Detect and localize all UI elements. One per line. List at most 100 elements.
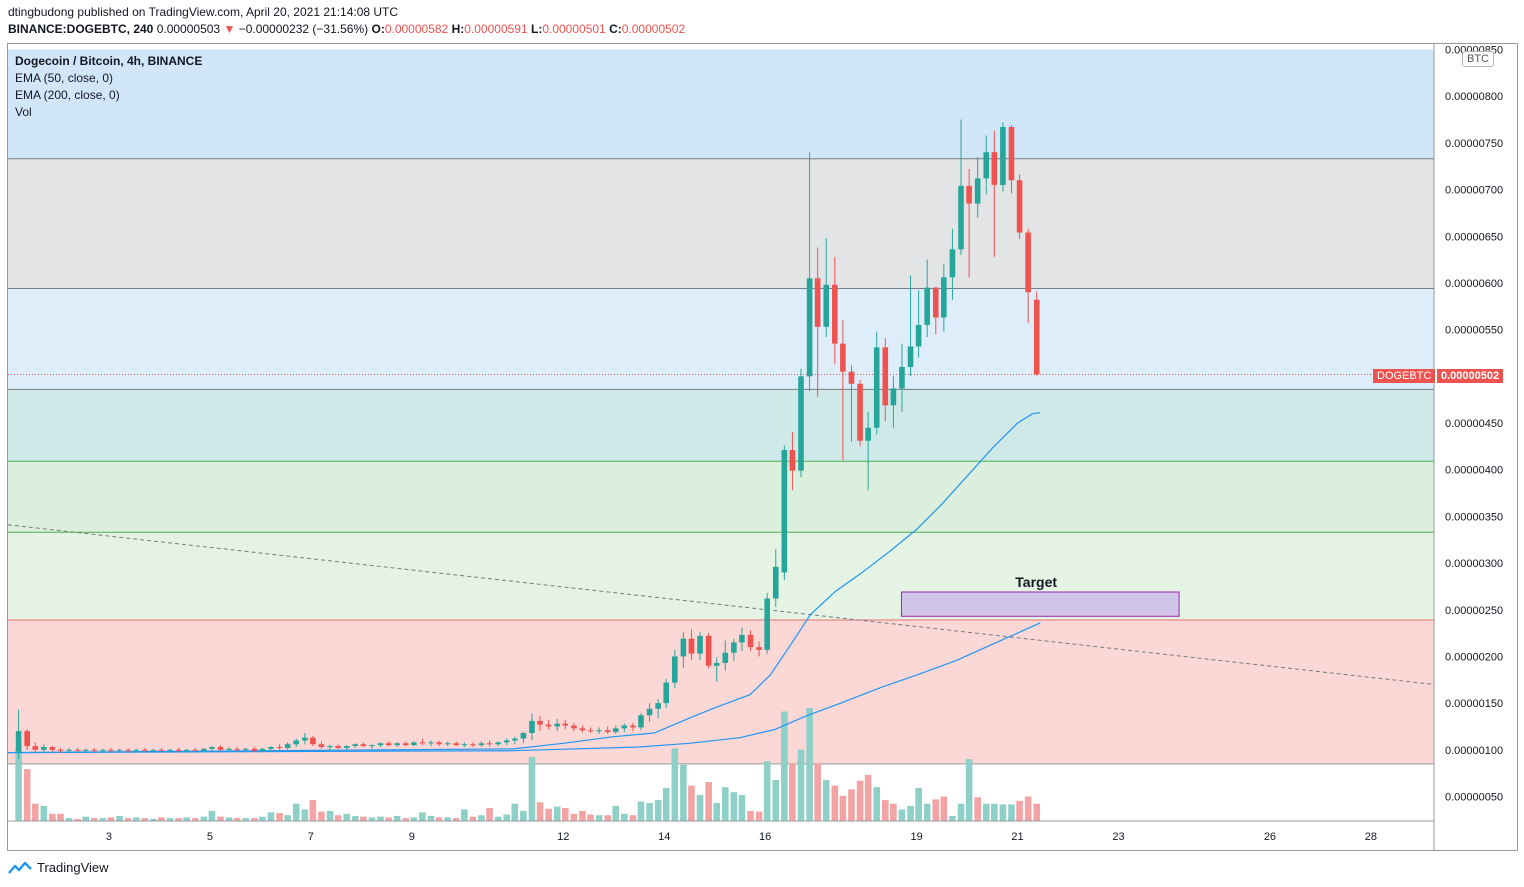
- currency-badge[interactable]: BTC: [1462, 51, 1494, 67]
- candle: [310, 735, 316, 747]
- candle-body: [772, 566, 779, 599]
- candle: [857, 380, 863, 447]
- candle: [1025, 228, 1031, 324]
- y-tick-label: 0.00000650: [1445, 231, 1503, 243]
- candle-body: [470, 744, 476, 746]
- volume-bar: [579, 810, 586, 821]
- candle-body: [444, 743, 451, 745]
- footer-brand[interactable]: TradingView: [8, 860, 109, 875]
- candle: [226, 747, 232, 752]
- legend-title: Dogecoin / Bitcoin, 4h, BINANCE: [15, 54, 203, 68]
- volume-bar: [351, 815, 359, 821]
- candle: [32, 742, 39, 752]
- candle: [394, 742, 400, 748]
- volume-bar: [452, 818, 460, 821]
- candle-body: [941, 277, 947, 318]
- candle-body: [554, 723, 560, 727]
- candle-body: [486, 743, 493, 745]
- candle-body: [890, 388, 897, 406]
- candle-body: [520, 733, 527, 739]
- candle-body: [276, 747, 283, 749]
- candle-body: [713, 662, 720, 666]
- volume-bar: [251, 818, 258, 821]
- volume-bar: [334, 815, 342, 821]
- change-arrow-icon: ▼: [223, 22, 236, 36]
- candle-body: [882, 347, 889, 406]
- candle: [167, 748, 173, 753]
- volume-bar: [478, 815, 485, 821]
- candle: [907, 275, 914, 377]
- volume-bar: [999, 804, 1007, 821]
- target-layer: Target: [900, 574, 1180, 617]
- candle-body: [983, 152, 990, 179]
- x-tick-label: 23: [1112, 831, 1124, 843]
- legend-ema200[interactable]: EMA (200, close, 0): [15, 88, 120, 102]
- candle: [596, 727, 602, 734]
- volume-bar: [561, 808, 569, 821]
- zone-band: [8, 288, 1434, 390]
- candle: [402, 741, 409, 747]
- candle: [284, 742, 291, 750]
- volume-bar: [747, 810, 754, 821]
- candle: [966, 169, 972, 278]
- candle: [722, 640, 729, 671]
- candle-body: [823, 284, 830, 327]
- candle: [545, 719, 552, 730]
- legend-vol[interactable]: Vol: [15, 105, 32, 119]
- candle: [991, 130, 998, 257]
- candle-body: [116, 749, 123, 751]
- candle: [24, 729, 30, 750]
- candle: [201, 747, 207, 753]
- legend-ema50[interactable]: EMA (50, close, 0): [15, 71, 114, 85]
- x-tick-label: 9: [409, 831, 415, 843]
- candle-body: [209, 747, 215, 749]
- volume-bar: [284, 815, 291, 821]
- candle: [1033, 291, 1040, 376]
- volume-bar: [831, 785, 839, 821]
- volume-bar: [410, 817, 418, 821]
- volume-bar: [705, 782, 712, 821]
- candle-body: [268, 747, 274, 749]
- candle-body: [646, 708, 653, 716]
- candle: [100, 748, 106, 753]
- candle-body: [251, 748, 258, 751]
- volume-bar: [898, 809, 906, 821]
- candle: [1016, 174, 1023, 240]
- candle-body: [663, 682, 670, 704]
- volume-bar: [730, 792, 738, 821]
- volume-bar: [343, 813, 351, 821]
- candle-body: [32, 746, 39, 750]
- volume-bar: [225, 817, 233, 821]
- candle-body: [899, 366, 905, 389]
- volume-bar: [267, 812, 275, 821]
- volume-bar: [974, 797, 981, 821]
- candle: [840, 320, 846, 461]
- volume-bars: [15, 707, 1041, 821]
- candle: [444, 741, 451, 747]
- candle-body: [394, 743, 400, 746]
- volume-bar: [654, 800, 662, 821]
- volume-bar: [520, 810, 527, 821]
- volume-bar: [183, 817, 190, 821]
- candle-body: [949, 249, 956, 278]
- candle-body: [621, 725, 628, 729]
- volume-bar: [116, 815, 123, 821]
- candle: [630, 722, 636, 732]
- candle: [293, 738, 300, 748]
- zone-band: [8, 461, 1434, 533]
- candle: [428, 740, 434, 747]
- candle: [562, 719, 569, 730]
- ema-lines: [7, 412, 1041, 754]
- candle-body: [991, 152, 998, 185]
- candle: [688, 629, 695, 661]
- volume-bar: [856, 780, 864, 821]
- candle-body: [958, 185, 964, 250]
- candle-body: [596, 730, 602, 732]
- chart-frame: [7, 43, 1518, 851]
- candle-body: [411, 742, 417, 746]
- candle: [133, 748, 140, 753]
- candle: [158, 747, 165, 752]
- candle: [705, 633, 712, 669]
- candle-body: [242, 748, 249, 750]
